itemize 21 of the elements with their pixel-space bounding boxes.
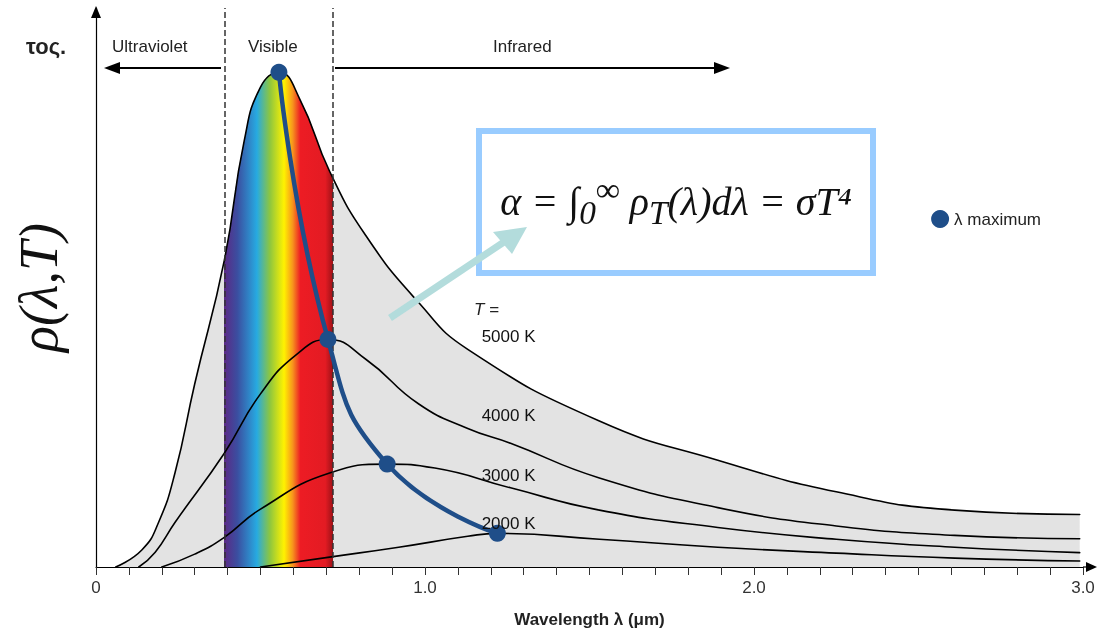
series-label: 4000 K	[481, 406, 537, 426]
series-label: 5000 K	[481, 327, 537, 347]
point	[319, 330, 337, 348]
legend-label: λ maximum	[954, 209, 1042, 229]
text: τος.	[26, 34, 67, 60]
text: Visible	[248, 37, 298, 57]
series-label: 2000 K	[481, 514, 537, 534]
x-tick-label: 1.0	[413, 578, 437, 597]
text: Ultraviolet	[112, 37, 188, 57]
x-tick-label: 3.0	[1071, 578, 1095, 597]
x-tick-label: 0	[91, 578, 101, 597]
x-tick-label: 2.0	[742, 578, 766, 597]
point	[378, 455, 396, 473]
series-label: 3000 K	[481, 465, 537, 485]
annotation: T =	[474, 300, 500, 320]
annotation: α = ∫$_{0}$$^{∞}$ ρ$_{T}$(λ)dλ = σT⁴	[500, 171, 852, 233]
y-axis-title: ρ(λ,T)	[9, 223, 69, 354]
formula-frame: α = ∫$_{0}$$^{∞}$ ρ$_{T}$(λ)dλ = σT⁴	[476, 128, 876, 276]
text: Infrared	[493, 37, 552, 57]
x-axis-title: Wavelength λ (μm)	[514, 610, 665, 629]
point	[270, 63, 288, 81]
